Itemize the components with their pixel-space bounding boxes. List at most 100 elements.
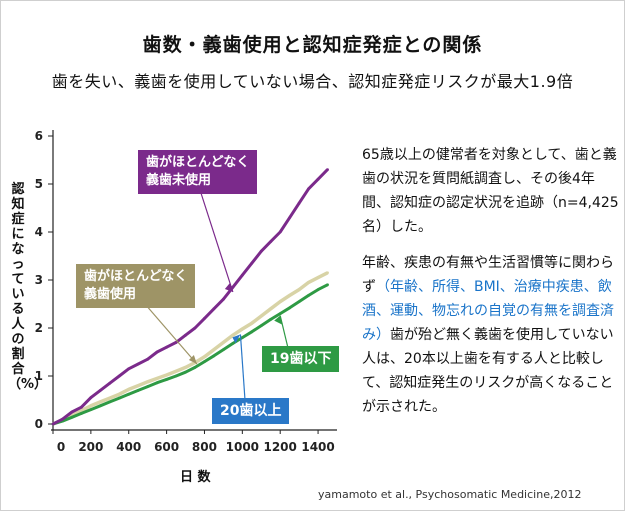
leader-20-teeth bbox=[239, 334, 246, 401]
callout-denture-line2: 義歯使用 bbox=[84, 287, 137, 302]
callout-denture-line1: 歯がほとんどなく bbox=[84, 269, 188, 284]
series-point-2 bbox=[250, 330, 254, 334]
series-point-1 bbox=[259, 314, 263, 318]
leader-no-denture bbox=[199, 189, 234, 293]
x-tick-label: 0 bbox=[57, 440, 65, 454]
series-point-0 bbox=[269, 240, 273, 244]
x-axis-label: 日 数 bbox=[180, 470, 211, 485]
leader-19-teeth bbox=[279, 315, 289, 349]
x-tick-label: 1200 bbox=[263, 440, 296, 454]
series-point-2 bbox=[108, 400, 112, 404]
series-point-1 bbox=[307, 281, 310, 284]
leader-no-denture-arrow bbox=[224, 283, 233, 292]
series-point-2 bbox=[259, 324, 263, 327]
series-point-2 bbox=[212, 354, 216, 358]
series-point-1 bbox=[297, 288, 301, 291]
y-tick-label: 1 bbox=[35, 369, 43, 383]
y-tick-label: 2 bbox=[35, 321, 43, 335]
series-point-1 bbox=[89, 404, 93, 408]
y-tick-label: 0 bbox=[35, 417, 43, 431]
callout-20-teeth: 20歯以上 bbox=[212, 398, 290, 424]
callout-19-teeth-label: 19歯以下 bbox=[270, 351, 332, 367]
series-point-0 bbox=[174, 341, 178, 344]
callout-20-teeth-label: 20歯以上 bbox=[220, 403, 282, 419]
callout-no-denture-line1: 歯がほとんどなく bbox=[146, 155, 250, 170]
series-point-0 bbox=[146, 357, 150, 361]
page-title: 歯数・義歯使用と認知症発症との関係 bbox=[142, 34, 483, 56]
series-point-2 bbox=[288, 306, 292, 310]
series-point-0 bbox=[155, 350, 159, 354]
series-point-1 bbox=[136, 384, 140, 387]
series-point-0 bbox=[212, 307, 216, 311]
series-point-0 bbox=[51, 422, 55, 426]
series-point-2 bbox=[203, 360, 206, 363]
series-point-1 bbox=[127, 388, 131, 391]
y-tick-label: 3 bbox=[35, 273, 43, 287]
description-p2-before: 年齢、疾患の有無や生活習慣等に関わらず bbox=[362, 255, 614, 295]
series-point-0 bbox=[288, 216, 292, 220]
description-paragraph-2: 年齢、疾患の有無や生活習慣等に関わらず（年齢、所得、BMI、治療中疾患、飲酒、運… bbox=[362, 251, 620, 419]
series-point-2 bbox=[136, 389, 140, 392]
series-point-0 bbox=[61, 417, 64, 421]
series-point-1 bbox=[117, 392, 121, 396]
series-point-0 bbox=[203, 317, 206, 320]
series-point-2 bbox=[165, 377, 169, 381]
leader-denture-arrow bbox=[188, 355, 197, 364]
series-point-2 bbox=[80, 412, 83, 415]
series-point-2 bbox=[127, 392, 131, 396]
series-point-1 bbox=[155, 377, 159, 380]
series-point-1 bbox=[108, 396, 112, 400]
x-tick-label: 1400 bbox=[301, 440, 334, 454]
page-subtitle: 歯を失い、義歯を使用していない場合、認知症発症リスクが最大1.9倍 bbox=[51, 72, 574, 91]
series-line-1 bbox=[52, 271, 329, 426]
series-point-1 bbox=[316, 276, 320, 279]
series-line-0 bbox=[52, 168, 329, 426]
series-point-1 bbox=[240, 327, 244, 331]
series-point-0 bbox=[222, 297, 225, 301]
series-point-2 bbox=[316, 288, 320, 291]
leader-denture bbox=[144, 303, 198, 365]
series-point-2 bbox=[297, 300, 301, 303]
series-point-0 bbox=[80, 405, 83, 409]
series-point-2 bbox=[326, 283, 329, 287]
y-tick-label: 4 bbox=[35, 225, 43, 239]
series-point-2 bbox=[89, 408, 93, 411]
series-point-0 bbox=[89, 396, 93, 399]
series-point-2 bbox=[146, 385, 150, 388]
series-point-2 bbox=[155, 381, 159, 385]
series-point-2 bbox=[193, 365, 197, 369]
series-point-1 bbox=[146, 380, 150, 384]
series-line-2 bbox=[52, 283, 329, 426]
series-point-2 bbox=[278, 312, 282, 315]
series-point-0 bbox=[136, 362, 140, 366]
y-tick-label: 6 bbox=[35, 129, 43, 143]
x-tick-label: 400 bbox=[116, 440, 141, 454]
series-point-0 bbox=[326, 168, 329, 172]
series-point-1 bbox=[326, 271, 329, 275]
series-point-1 bbox=[165, 373, 169, 377]
series-point-1 bbox=[174, 369, 178, 373]
x-tick-label: 800 bbox=[192, 440, 217, 454]
series-point-2 bbox=[269, 317, 273, 321]
series-point-2 bbox=[222, 348, 225, 351]
series-point-0 bbox=[259, 249, 263, 253]
series-point-0 bbox=[278, 230, 282, 234]
series-point-2 bbox=[174, 374, 178, 378]
description-p2-highlight: （年齢、所得、BMI、治療中疾患、飲酒、運動、物忘れの自覚の有無を調査済み） bbox=[362, 279, 614, 343]
description-p2-after: 歯が殆ど無く義歯を使用していない人は、20本以上歯を有する人と比較して、認知症発… bbox=[362, 327, 614, 415]
series-point-2 bbox=[240, 336, 244, 339]
series-point-2 bbox=[70, 415, 74, 419]
series-point-2 bbox=[184, 370, 187, 374]
series-point-0 bbox=[117, 374, 121, 378]
series-point-2 bbox=[117, 396, 121, 400]
series-point-2 bbox=[98, 404, 102, 408]
series-point-0 bbox=[127, 367, 131, 371]
callout-denture: 歯がほとんどなく 義歯使用 bbox=[76, 264, 196, 308]
series-point-0 bbox=[193, 326, 197, 330]
series-point-1 bbox=[98, 400, 102, 404]
series-point-0 bbox=[297, 201, 301, 205]
series-point-1 bbox=[222, 341, 225, 344]
series-point-0 bbox=[240, 273, 244, 277]
series-point-0 bbox=[307, 187, 310, 191]
